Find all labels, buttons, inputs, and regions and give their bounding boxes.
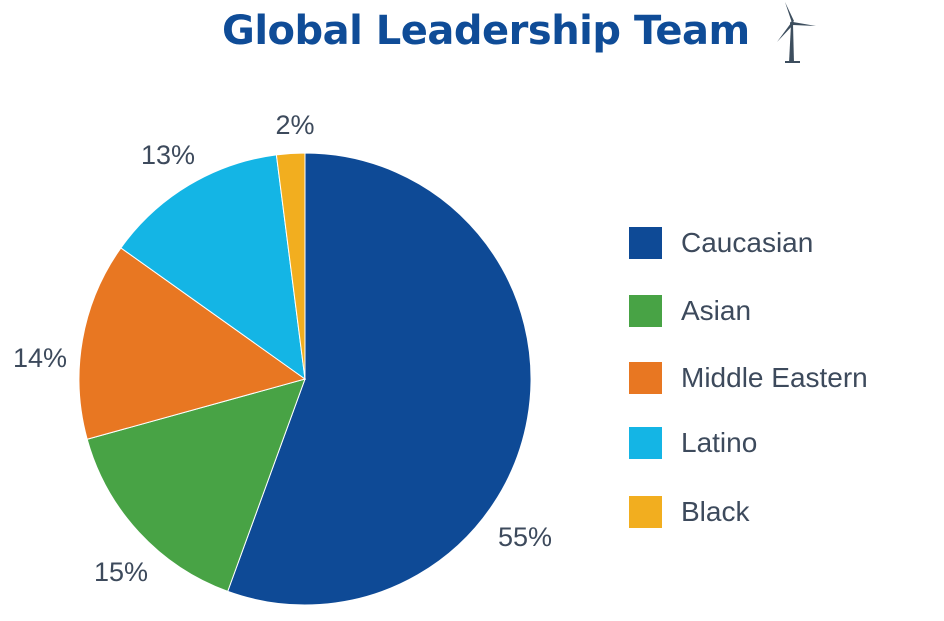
slice-latino xyxy=(120,154,306,381)
data-label: 14% xyxy=(13,343,67,373)
legend-item: Black xyxy=(629,496,749,528)
legend-label: Latino xyxy=(681,427,758,458)
legend-label: Caucasian xyxy=(681,227,814,258)
legend-swatch xyxy=(629,227,662,259)
pie-chart: 55% 15% 14% 13% 2% xyxy=(13,110,552,606)
legend-item: Caucasian xyxy=(629,227,813,259)
legend-item: Asian xyxy=(629,295,751,327)
slice-black xyxy=(275,152,306,380)
legend-swatch xyxy=(629,295,662,327)
legend-label: Middle Eastern xyxy=(681,362,868,393)
legend-swatch xyxy=(629,427,662,459)
legend-item: Middle Eastern xyxy=(629,362,868,394)
slice-asian xyxy=(86,378,306,593)
slice-caucasian xyxy=(227,152,532,606)
chart-title: Global Leadership Team xyxy=(222,8,750,54)
data-label: 15% xyxy=(94,557,148,587)
legend-swatch xyxy=(629,362,662,394)
data-label: 2% xyxy=(275,110,314,140)
legend-label: Asian xyxy=(681,295,752,326)
legend-item: Latino xyxy=(629,427,757,459)
data-label: 55% xyxy=(498,522,552,552)
wind-turbine-icon xyxy=(777,2,816,63)
legend-swatch xyxy=(629,496,662,528)
slice-middle-eastern xyxy=(78,247,307,440)
data-label: 13% xyxy=(141,140,195,170)
legend-label: Black xyxy=(681,496,750,527)
